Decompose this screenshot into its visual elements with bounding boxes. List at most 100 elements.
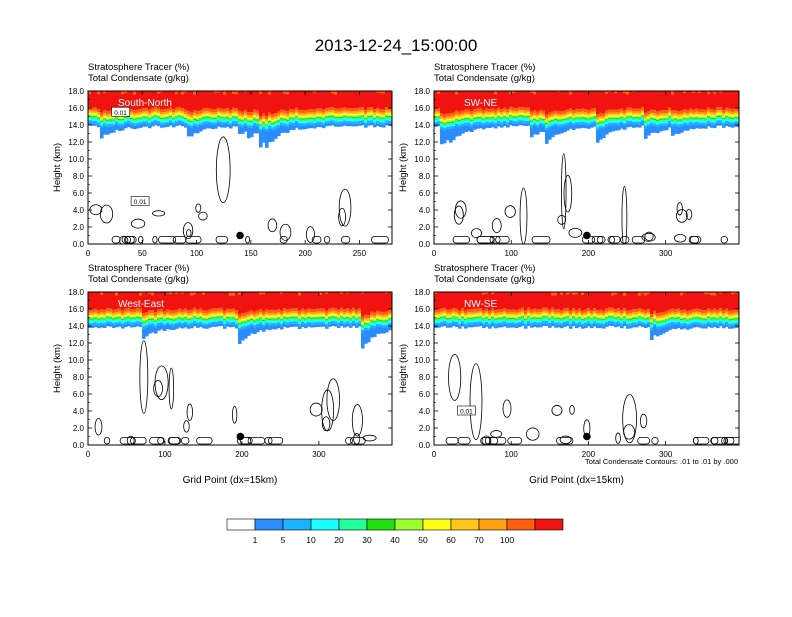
panel-title-condensate: Total Condensate (g/kg) (88, 73, 189, 84)
tracer-cell (611, 292, 614, 296)
colorbar-swatch (255, 519, 283, 530)
y-tick-label: 4.0 (419, 407, 431, 416)
x-tick-label: 200 (298, 249, 312, 258)
y-tick-label: 6.0 (419, 189, 431, 198)
y-tick-label: 12.0 (68, 138, 84, 147)
x-tick-label: 0 (86, 249, 91, 258)
tracer-cell (524, 326, 528, 329)
tracer-cell (551, 292, 554, 296)
contour-label: 0.01 (134, 199, 147, 206)
y-tick-label: 0.0 (73, 240, 85, 249)
tracer-cell (623, 292, 626, 296)
tracer-cell (533, 91, 536, 95)
y-tick-label: 4.0 (419, 206, 431, 215)
panel-title-tracer: Stratosphere Tracer (%) (434, 62, 535, 73)
tracer-cell (115, 292, 118, 296)
y-tick-label: 10.0 (414, 356, 430, 365)
x-tick-label: 0 (86, 450, 91, 459)
y-tick-label: 0.0 (419, 240, 431, 249)
tracer-cell (382, 125, 386, 128)
location-marker (583, 232, 591, 240)
tracer-cell (680, 292, 683, 295)
y-tick-label: 8.0 (73, 172, 85, 181)
location-marker (237, 433, 245, 441)
x-tick-label: 0 (432, 450, 437, 459)
panel-title-tracer: Stratosphere Tracer (%) (434, 263, 535, 274)
y-tick-label: 18.0 (68, 288, 84, 297)
y-axis-label: Height (km) (398, 143, 409, 192)
y-tick-label: 2.0 (419, 424, 431, 433)
y-tick-label: 2.0 (419, 223, 431, 232)
tracer-cell (569, 326, 573, 329)
y-tick-label: 2.0 (73, 424, 85, 433)
tracer-cell (190, 292, 193, 296)
tracer-cell (626, 91, 629, 95)
panel-title-tracer: Stratosphere Tracer (%) (88, 263, 189, 274)
x-tick-label: 200 (235, 450, 249, 459)
tracer-cell (455, 91, 458, 95)
colorbar-swatch (227, 519, 255, 530)
y-tick-label: 8.0 (419, 172, 431, 181)
x-tick-label: 50 (138, 249, 147, 258)
x-axis-label: Grid Point (dx=15km) (529, 475, 624, 486)
colorbar-swatch (311, 519, 339, 530)
tracer-cell (97, 91, 100, 94)
panel-label: South-North (118, 98, 172, 109)
y-tick-label: 16.0 (414, 305, 430, 314)
tracer-cell (229, 292, 232, 296)
x-tick-label: 100 (158, 450, 172, 459)
y-tick-label: 10.0 (68, 155, 84, 164)
y-tick-label: 6.0 (73, 390, 85, 399)
tracer-cell (133, 91, 136, 95)
y-tick-label: 8.0 (73, 373, 85, 382)
panel-1: Stratosphere Tracer (%)Total Condensate … (398, 62, 741, 258)
y-axis-label: Height (km) (52, 143, 63, 192)
location-marker (236, 232, 244, 240)
y-axis-label: Height (km) (398, 344, 409, 393)
contour-label: 0.01 (114, 110, 127, 117)
x-axis-label: Grid Point (dx=15km) (183, 475, 278, 486)
panel-2: Stratosphere Tracer (%)Total Condensate … (52, 263, 395, 486)
y-tick-label: 6.0 (419, 390, 431, 399)
tracer-cell (554, 292, 557, 295)
tracer-cell (569, 91, 572, 95)
panel-0: Stratosphere Tracer (%)Total Condensate … (52, 62, 395, 258)
tracer-cell (644, 292, 647, 296)
y-axis-label: Height (km) (52, 344, 63, 393)
y-tick-label: 12.0 (414, 138, 430, 147)
panel-label: West-East (118, 299, 164, 310)
plot-area: SW-NE (434, 91, 741, 248)
y-tick-label: 10.0 (414, 155, 430, 164)
tracer-cell (268, 91, 271, 95)
tracer-cell (458, 326, 462, 329)
panel-title-condensate: Total Condensate (g/kg) (434, 274, 535, 285)
tracer-cell (334, 91, 337, 95)
tracer-cell (193, 91, 196, 95)
panel-title-condensate: Total Condensate (g/kg) (434, 73, 535, 84)
y-tick-label: 14.0 (68, 121, 84, 130)
y-tick-label: 14.0 (68, 322, 84, 331)
x-tick-label: 300 (659, 249, 673, 258)
location-marker (583, 433, 591, 441)
tracer-cell (223, 91, 226, 95)
y-tick-label: 10.0 (68, 356, 84, 365)
x-tick-label: 300 (312, 450, 326, 459)
tracer-cell (232, 292, 235, 296)
colorbar-swatch (283, 519, 311, 530)
y-tick-label: 4.0 (73, 407, 85, 416)
panel-3: Stratosphere Tracer (%)Total Condensate … (398, 263, 742, 486)
tracer-cell (298, 292, 301, 295)
tracer-cell (139, 292, 142, 296)
x-tick-label: 0 (432, 249, 437, 258)
y-tick-label: 12.0 (414, 339, 430, 348)
x-tick-label: 100 (505, 249, 519, 258)
panel-label: SW-NE (464, 98, 497, 109)
contour-label: 0.01 (460, 409, 473, 416)
plot-area: West-East (88, 292, 395, 445)
contour-footnote: Total Condensate Contours: .01 to .01 by… (585, 457, 738, 466)
